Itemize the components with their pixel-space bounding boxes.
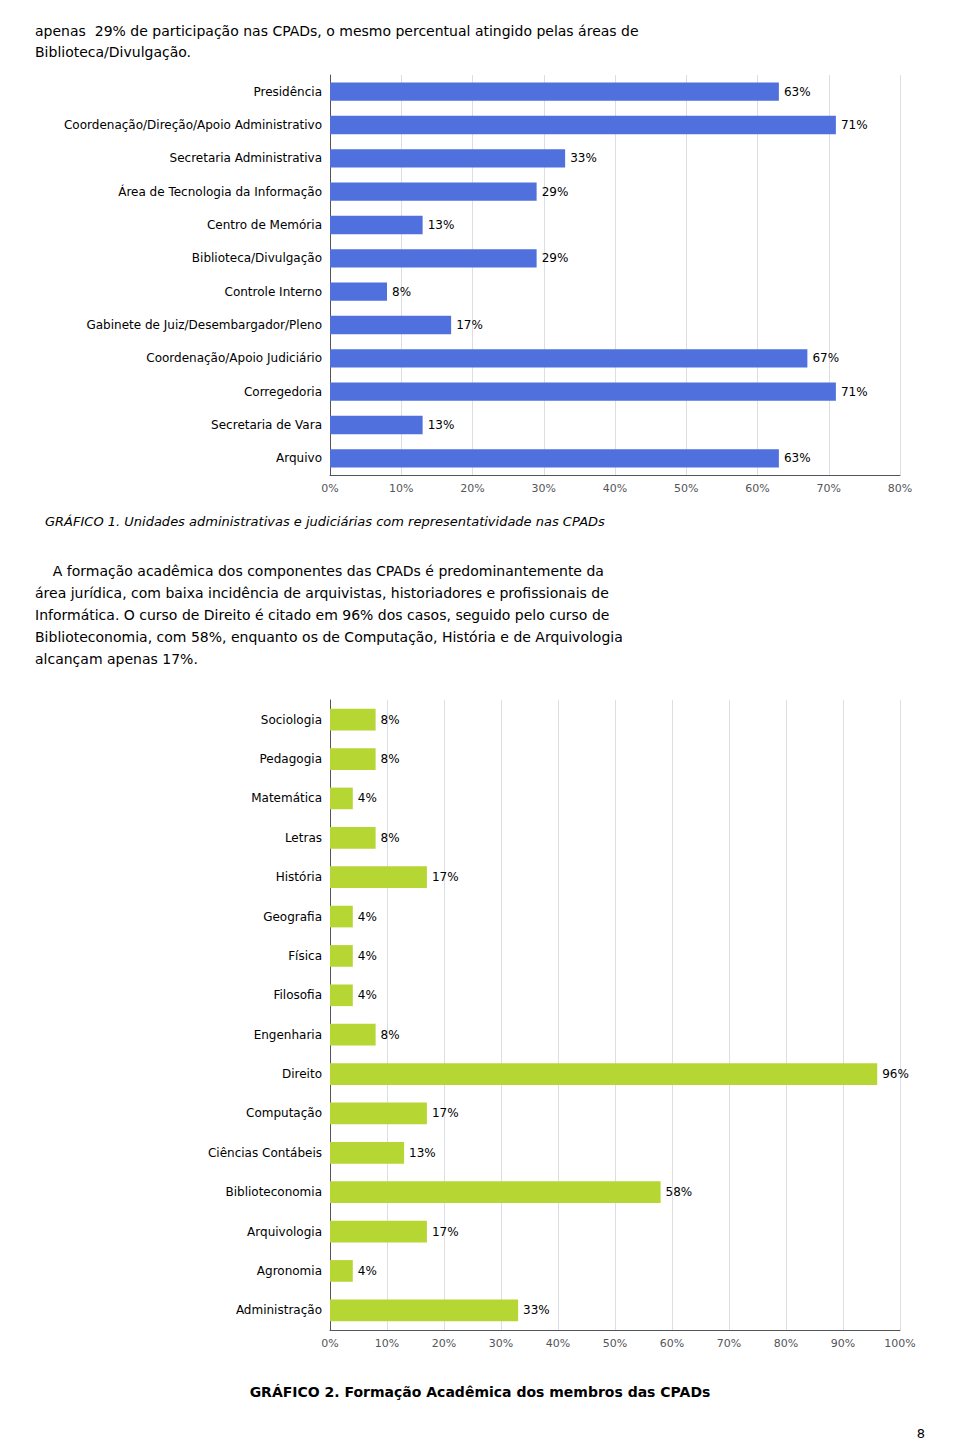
svg-text:Informática. O curso de Direit: Informática. O curso de Direito é citado…: [35, 607, 609, 623]
svg-text:70%: 70%: [817, 482, 841, 495]
svg-text:13%: 13%: [409, 1146, 436, 1160]
svg-text:30%: 30%: [489, 1337, 513, 1350]
svg-text:30%: 30%: [532, 482, 556, 495]
svg-text:40%: 40%: [546, 1337, 570, 1350]
svg-text:33%: 33%: [523, 1303, 550, 1317]
svg-text:Física: Física: [288, 949, 322, 963]
svg-text:Sociologia: Sociologia: [261, 713, 322, 727]
svg-text:4%: 4%: [358, 988, 377, 1002]
svg-text:70%: 70%: [717, 1337, 741, 1350]
svg-text:área jurídica, com baixa incid: área jurídica, com baixa incidência de a…: [35, 585, 609, 601]
svg-text:50%: 50%: [603, 1337, 627, 1350]
svg-text:50%: 50%: [674, 482, 698, 495]
svg-text:alcançam apenas 17%.: alcançam apenas 17%.: [35, 651, 198, 667]
svg-text:Letras: Letras: [285, 831, 322, 845]
svg-text:Direito: Direito: [282, 1067, 322, 1081]
svg-text:8%: 8%: [381, 1028, 400, 1042]
svg-text:17%: 17%: [432, 870, 459, 884]
svg-text:História: História: [276, 870, 322, 884]
svg-text:Computação: Computação: [246, 1106, 322, 1120]
svg-text:Controle Interno: Controle Interno: [225, 285, 322, 299]
svg-text:Centro de Memória: Centro de Memória: [207, 218, 322, 232]
svg-text:Biblioteconomia: Biblioteconomia: [225, 1185, 322, 1199]
svg-text:8%: 8%: [392, 285, 411, 299]
svg-text:20%: 20%: [460, 482, 484, 495]
svg-text:13%: 13%: [428, 218, 455, 232]
svg-text:Presidência: Presidência: [253, 85, 322, 99]
svg-text:Agronomia: Agronomia: [257, 1264, 322, 1278]
svg-text:Coordenação/Direção/Apoio Admi: Coordenação/Direção/Apoio Administrativo: [64, 118, 322, 132]
svg-text:Arquivologia: Arquivologia: [247, 1225, 322, 1239]
svg-text:Secretaria Administrativa: Secretaria Administrativa: [170, 151, 322, 165]
svg-text:90%: 90%: [831, 1337, 855, 1350]
svg-text:Arquivo: Arquivo: [276, 451, 322, 465]
svg-text:Gabinete de Juiz/Desembargador: Gabinete de Juiz/Desembargador/Pleno: [86, 318, 322, 332]
svg-text:60%: 60%: [745, 482, 769, 495]
svg-text:63%: 63%: [784, 451, 811, 465]
svg-text:Ciências Contábeis: Ciências Contábeis: [208, 1146, 322, 1160]
svg-text:GRÁFICO 2. Formação Acadêmica: GRÁFICO 2. Formação Acadêmica dos membro…: [250, 1384, 711, 1400]
svg-text:8: 8: [917, 1426, 925, 1441]
svg-text:17%: 17%: [432, 1225, 459, 1239]
svg-text:60%: 60%: [660, 1337, 684, 1350]
svg-text:71%: 71%: [841, 118, 868, 132]
svg-text:apenas 29% de participação na: apenas 29% de participação nas CPADs, o …: [35, 23, 639, 39]
svg-text:80%: 80%: [774, 1337, 798, 1350]
svg-text:8%: 8%: [381, 752, 400, 766]
svg-text:4%: 4%: [358, 791, 377, 805]
svg-text:Administração: Administração: [236, 1303, 322, 1317]
svg-text:17%: 17%: [456, 318, 483, 332]
svg-text:Coordenação/Apoio Judiciário: Coordenação/Apoio Judiciário: [146, 351, 322, 365]
svg-text:4%: 4%: [358, 949, 377, 963]
svg-text:Área de Tecnologia da Informaç: Área de Tecnologia da Informação: [118, 184, 322, 199]
svg-text:A formação acadêmica dos compo: A formação acadêmica dos componentes das…: [35, 563, 604, 579]
svg-text:20%: 20%: [432, 1337, 456, 1350]
svg-text:40%: 40%: [603, 482, 627, 495]
svg-text:67%: 67%: [812, 351, 839, 365]
svg-text:58%: 58%: [666, 1185, 693, 1199]
svg-text:10%: 10%: [375, 1337, 399, 1350]
svg-text:29%: 29%: [542, 185, 569, 199]
svg-text:80%: 80%: [888, 482, 912, 495]
svg-text:63%: 63%: [784, 85, 811, 99]
svg-text:96%: 96%: [882, 1067, 909, 1081]
svg-text:Secretaria de Vara: Secretaria de Vara: [211, 418, 322, 432]
svg-text:Geografia: Geografia: [263, 910, 322, 924]
svg-text:8%: 8%: [381, 831, 400, 845]
svg-text:Corregedoria: Corregedoria: [244, 385, 322, 399]
svg-text:13%: 13%: [428, 418, 455, 432]
svg-text:Biblioteca/Divulgação.: Biblioteca/Divulgação.: [35, 44, 191, 60]
svg-text:10%: 10%: [389, 482, 413, 495]
svg-text:Biblioteca/Divulgação: Biblioteca/Divulgação: [192, 251, 322, 265]
svg-text:Matemática: Matemática: [251, 791, 322, 805]
svg-text:0%: 0%: [321, 482, 338, 495]
svg-text:Pedagogia: Pedagogia: [260, 752, 322, 766]
svg-text:71%: 71%: [841, 385, 868, 399]
svg-text:100%: 100%: [884, 1337, 915, 1350]
svg-text:4%: 4%: [358, 1264, 377, 1278]
svg-text:0%: 0%: [321, 1337, 338, 1350]
svg-text:29%: 29%: [542, 251, 569, 265]
svg-text:Biblioteconomia, com 58%, enqu: Biblioteconomia, com 58%, enquanto os de…: [35, 629, 623, 645]
svg-text:4%: 4%: [358, 910, 377, 924]
svg-text:33%: 33%: [570, 151, 597, 165]
svg-text:GRÁFICO 1. Unidades administra: GRÁFICO 1. Unidades administrativas e ju…: [45, 514, 605, 529]
svg-text:Filosofia: Filosofia: [273, 988, 322, 1002]
svg-text:8%: 8%: [381, 713, 400, 727]
svg-text:Engenharia: Engenharia: [254, 1028, 322, 1042]
svg-text:17%: 17%: [432, 1106, 459, 1120]
